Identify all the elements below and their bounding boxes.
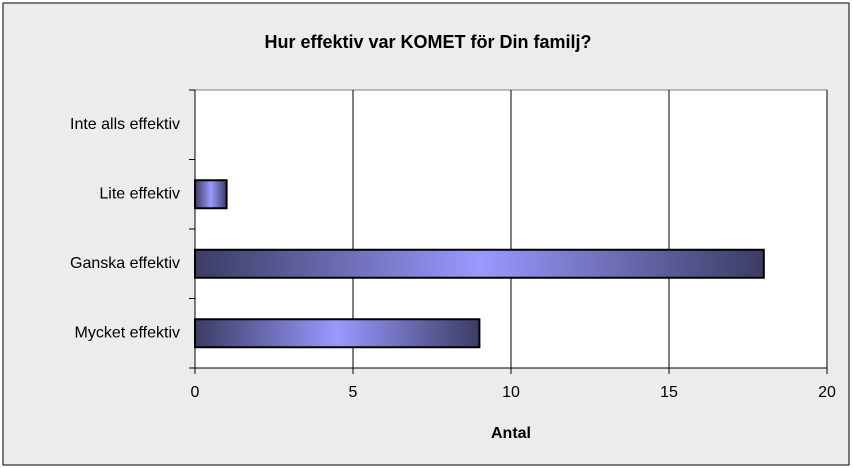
x-tick-label: 5 (349, 384, 358, 401)
x-axis-label: Antal (491, 425, 531, 442)
x-tick-label: 10 (502, 384, 520, 401)
y-tick-label: Mycket effektiv (74, 324, 180, 341)
bar (194, 179, 228, 210)
bar (194, 248, 765, 279)
y-tick-label: Ganska effektiv (70, 255, 180, 272)
x-tick-label: 15 (660, 384, 678, 401)
x-tick-label: 20 (818, 384, 836, 401)
y-tick-label: Lite effektiv (99, 185, 180, 202)
x-tick-label: 0 (191, 384, 200, 401)
y-tick-label: Inte alls effektiv (70, 116, 180, 133)
bar (194, 318, 481, 349)
chart-title: Hur effektiv var KOMET för Din familj? (264, 32, 591, 52)
